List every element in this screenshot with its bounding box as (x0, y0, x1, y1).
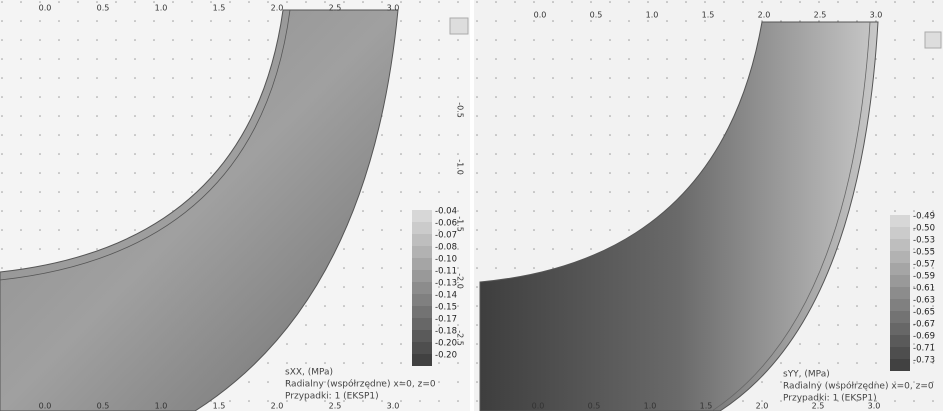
legend-swatch (890, 227, 910, 239)
ring-edge (711, 21, 871, 411)
legend-label: -0.49 (913, 212, 935, 222)
legend-label: -0.11 (435, 267, 457, 277)
legend-label: -0.08 (435, 243, 457, 253)
legend-swatch (890, 287, 910, 299)
top-tick-label: 3.0 (387, 4, 400, 13)
view-icon[interactable] (924, 31, 942, 49)
bottom-tick-label: 1.5 (700, 402, 713, 411)
caption-line: Przypadki: 1 (EKSP1) (285, 392, 379, 402)
legend-label: -0.71 (913, 344, 935, 354)
top-tick-label: 3.0 (870, 11, 883, 20)
top-tick-label: 2.0 (271, 4, 284, 13)
ring-contour (479, 21, 879, 411)
caption-line: Radialny (współrzędne) x=0, z=0 (783, 381, 934, 392)
legend-swatch (890, 359, 910, 371)
legend-label: -0.20 (435, 339, 457, 349)
view-icon[interactable] (449, 17, 469, 35)
legend-label: -0.73 (913, 356, 935, 366)
legend-swatch (890, 335, 910, 347)
caption-line: sYY, (MPa) (783, 370, 830, 380)
legend-label: -0.06 (435, 219, 457, 229)
bottom-tick-label: 1.0 (644, 402, 657, 411)
bottom-tick-label: 0.0 (532, 402, 545, 411)
legend-label: -0.14 (435, 291, 457, 301)
legend-label: -0.07 (435, 231, 457, 241)
top-tick-label: 2.5 (329, 4, 342, 13)
legend-label: -0.65 (913, 308, 935, 318)
ring-edge (0, 9, 291, 281)
top-tick-label: 1.0 (646, 11, 659, 20)
legend-label: -0.57 (913, 260, 935, 270)
legend-label: -0.67 (913, 320, 935, 330)
legend-swatch (412, 246, 432, 258)
bottom-tick-label: 0.5 (588, 402, 601, 411)
legend-label: -0.20 (435, 351, 457, 361)
legend-swatch (890, 239, 910, 251)
legend-swatch (412, 318, 432, 330)
legend-label: -0.50 (913, 224, 935, 234)
legend-label: -0.59 (913, 272, 935, 282)
top-tick-label: 0.0 (534, 11, 547, 20)
legend-swatch (412, 210, 432, 222)
caption-line: Przypadki: 1 (EKSP1) (783, 394, 877, 404)
bottom-tick-label: 0.0 (39, 402, 52, 411)
legend-label: -0.55 (913, 248, 935, 258)
legend-label: -0.10 (435, 255, 457, 265)
bottom-tick-label: 3.0 (868, 402, 881, 411)
legend-label: -0.17 (435, 315, 457, 325)
legend-swatch (412, 330, 432, 342)
side-tick-label: -1.5 (456, 216, 465, 232)
legend-swatch (412, 258, 432, 270)
legend-swatch (412, 294, 432, 306)
caption-line: sXX, (MPa) (285, 368, 333, 378)
top-tick-label: 1.0 (155, 4, 168, 13)
legend-label: -0.63 (913, 296, 935, 306)
side-tick-label: -1.0 (456, 159, 465, 175)
legend-swatch (890, 251, 910, 263)
side-tick-label: -0.5 (456, 102, 465, 118)
bottom-tick-label: 0.5 (97, 402, 110, 411)
legend-swatch (890, 215, 910, 227)
legend-label: -0.04 (435, 207, 457, 217)
bottom-tick-label: 1.0 (155, 402, 168, 411)
bottom-tick-label: 3.0 (387, 402, 400, 411)
top-tick-label: 1.5 (702, 11, 715, 20)
top-tick-label: 2.5 (814, 11, 827, 20)
bottom-tick-label: 1.5 (213, 402, 226, 411)
legend-swatch (412, 282, 432, 294)
top-tick-label: 0.5 (590, 11, 603, 20)
legend-swatch (412, 354, 432, 366)
ring-contour (0, 9, 399, 411)
top-tick-label: 0.0 (39, 4, 52, 13)
top-tick-label: 0.5 (97, 4, 110, 13)
legend-swatch (890, 299, 910, 311)
legend-swatch (412, 270, 432, 282)
bottom-tick-label: 2.0 (271, 402, 284, 411)
legend-label: -0.15 (435, 303, 457, 313)
legend-swatch (890, 347, 910, 359)
legend-label: -0.61 (913, 284, 935, 294)
top-tick-label: 2.0 (758, 11, 771, 20)
side-tick-label: -2.5 (456, 330, 465, 346)
bottom-tick-label: 2.5 (812, 402, 825, 411)
legend-label: -0.69 (913, 332, 935, 342)
legend-label: -0.18 (435, 327, 457, 337)
legend-label: -0.53 (913, 236, 935, 246)
legend-label: -0.13 (435, 279, 457, 289)
bottom-tick-label: 2.5 (329, 402, 342, 411)
side-tick-label: -2.0 (456, 273, 465, 289)
legend-swatch (890, 323, 910, 335)
legend-swatch (890, 311, 910, 323)
legend-swatch (412, 234, 432, 246)
bottom-tick-label: 2.0 (756, 402, 769, 411)
legend-swatch (412, 342, 432, 354)
legend-swatch (412, 222, 432, 234)
caption-line: Radialny (współrzędne) x=0, z=0 (285, 379, 436, 390)
legend-swatch (890, 275, 910, 287)
legend-swatch (412, 306, 432, 318)
legend-swatch (890, 263, 910, 275)
top-tick-label: 1.5 (213, 4, 226, 13)
